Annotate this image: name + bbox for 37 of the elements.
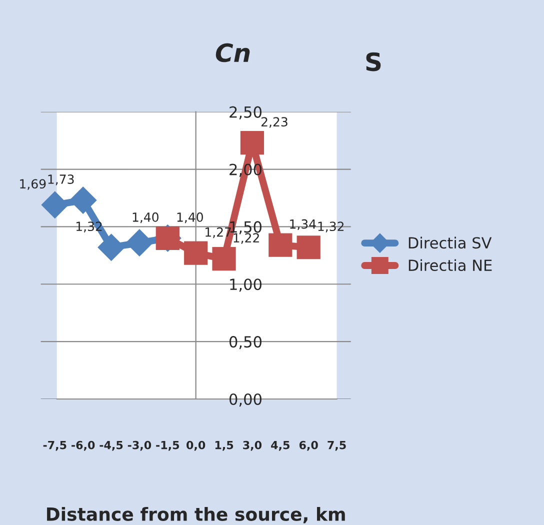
chart-title: Cn [216,43,250,62]
x-tick-label: 0,0 [186,440,206,451]
data-label: 2,23 [261,117,288,128]
y-tick-label: 1,00 [230,278,262,292]
x-tick-label: 1,5 [215,441,234,451]
y-tick-label: 0,00 [229,393,262,407]
x-tick-label: 3,0 [243,440,262,451]
point [184,241,208,265]
data-label: 1,40 [177,212,203,224]
x-tick-label: -4,5 [100,441,123,451]
legend-label: Directia SV [408,236,492,249]
x-tick-label: 7,5 [328,441,346,451]
point [41,191,68,218]
y-tick-label: 2,50 [230,106,262,120]
x-tick-label: -1,5 [156,441,180,451]
x-tick-label: 4,5 [271,441,290,451]
data-label: 1,73 [48,174,74,186]
text: S [366,52,381,72]
data-label: 1,32 [318,222,344,232]
legend-label: Directia NE [408,259,492,272]
data-label: 1,34 [290,219,316,230]
point [98,234,125,261]
point [70,186,97,214]
data-label: 1,22 [234,233,259,244]
point [268,233,292,257]
point [296,236,320,260]
data-label: 1,40 [132,212,158,224]
x-axis-title: Distance from the source, km [47,506,345,524]
point [212,247,236,271]
point [126,229,153,256]
x-tick-label: -6,0 [72,440,95,451]
point [240,131,264,155]
data-label: 1,69 [20,179,46,190]
x-tick-label: -3,0 [128,440,152,451]
x-tick-label: 6,0 [299,440,318,451]
y-tick-label: 0,50 [229,336,262,350]
x-tick-label: -7,5 [43,441,66,451]
